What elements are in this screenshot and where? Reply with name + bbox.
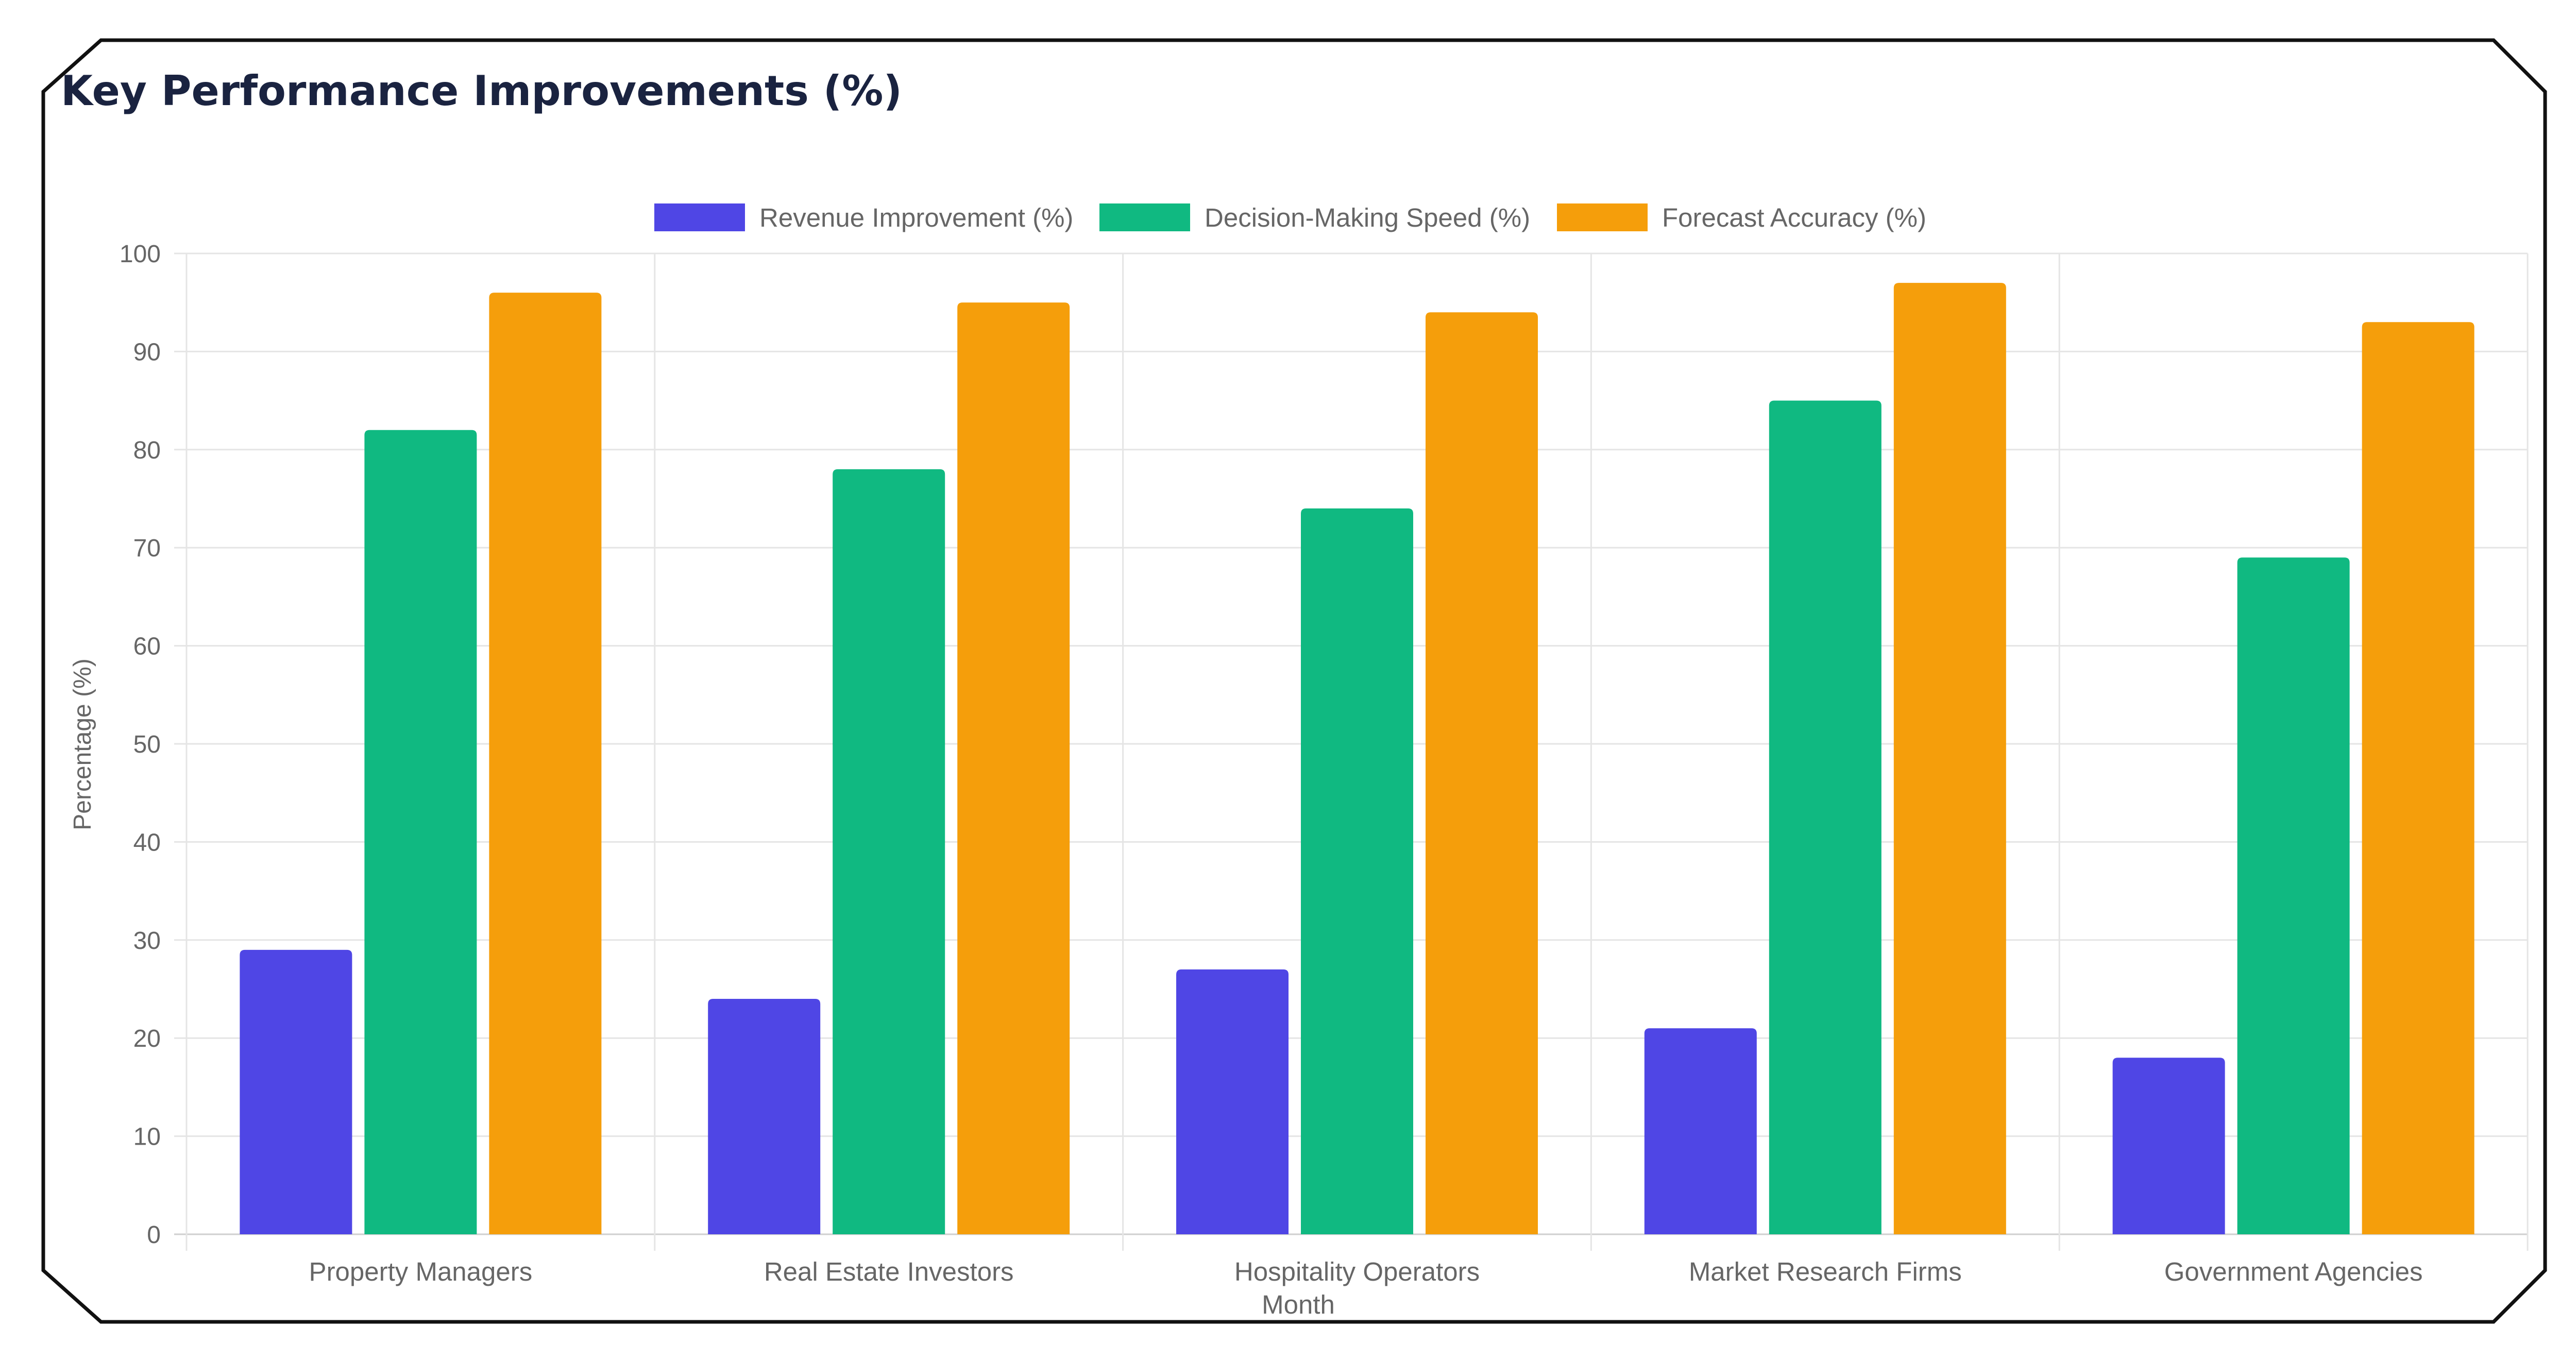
bar-forecast-accuracy-real-estate-investors[interactable] [957,302,1070,1235]
y-tick-label: 80 [133,437,161,464]
legend-swatch-forecast-accuracy [1557,203,1648,231]
legend-item-decision-making-speed[interactable]: Decision-Making Speed (%) [1099,197,1530,238]
legend-swatch-decision-making-speed [1099,203,1190,231]
bar-forecast-accuracy-property-managers[interactable] [489,293,602,1235]
y-tick-label: 100 [120,241,161,268]
bar-decision-making-speed-market-research-firms[interactable] [1769,400,1882,1234]
x-axis-title: Month [1262,1290,1335,1319]
y-tick-label: 10 [133,1124,161,1151]
chart-legend: Revenue Improvement (%) Decision-Making … [0,197,2576,238]
bar-revenue-improvement-government-agencies[interactable] [2112,1058,2225,1234]
legend-item-forecast-accuracy[interactable]: Forecast Accuracy (%) [1557,197,1926,238]
bar-forecast-accuracy-hospitality-operators[interactable] [1426,312,1538,1234]
y-tick-label: 60 [133,633,161,660]
y-tick-label: 40 [133,829,161,856]
frame-border [41,38,2547,1324]
bar-revenue-improvement-property-managers[interactable] [240,949,352,1234]
labels-layer: 0 10 20 30 40 50 60 70 80 90 100 Property Managers R… [120,241,2423,1286]
legend-label-revenue-improvement: Revenue Improvement (%) [759,202,1074,232]
x-tick-label: Government Agencies [2164,1257,2423,1286]
legend-item-revenue-improvement[interactable]: Revenue Improvement (%) [654,197,1073,238]
x-tick-label: Property Managers [309,1257,533,1286]
legend-label-forecast-accuracy: Forecast Accuracy (%) [1662,202,1926,232]
y-tick-label: 50 [133,731,161,758]
legend-swatch-revenue-improvement [654,203,745,231]
y-tick-label: 30 [133,927,161,955]
y-axis-title: Percentage (%) [69,658,96,830]
bar-decision-making-speed-hospitality-operators[interactable] [1301,508,1413,1234]
x-tick-label: Hospitality Operators [1234,1257,1480,1286]
y-tick-label: 20 [133,1025,161,1052]
x-tick-label: Market Research Firms [1689,1257,1962,1286]
chart-title: Key Performance Improvements (%) [61,67,903,115]
y-tick-label: 90 [133,338,161,366]
bar-revenue-improvement-market-research-firms[interactable] [1644,1028,1757,1234]
y-tick-label: 70 [133,535,161,562]
bar-forecast-accuracy-government-agencies[interactable] [2362,322,2475,1234]
bar-revenue-improvement-hospitality-operators[interactable] [1176,969,1289,1234]
bar-forecast-accuracy-market-research-firms[interactable] [1893,283,2006,1234]
bars-layer [240,283,2475,1235]
legend-label-decision-making-speed: Decision-Making Speed (%) [1205,202,1531,232]
bar-decision-making-speed-government-agencies[interactable] [2237,557,2350,1234]
x-tick-label: Real Estate Investors [764,1257,1014,1286]
bar-decision-making-speed-property-managers[interactable] [364,430,477,1234]
bar-decision-making-speed-real-estate-investors[interactable] [833,469,945,1234]
bar-revenue-improvement-real-estate-investors[interactable] [708,999,821,1234]
y-tick-label: 0 [147,1221,161,1249]
